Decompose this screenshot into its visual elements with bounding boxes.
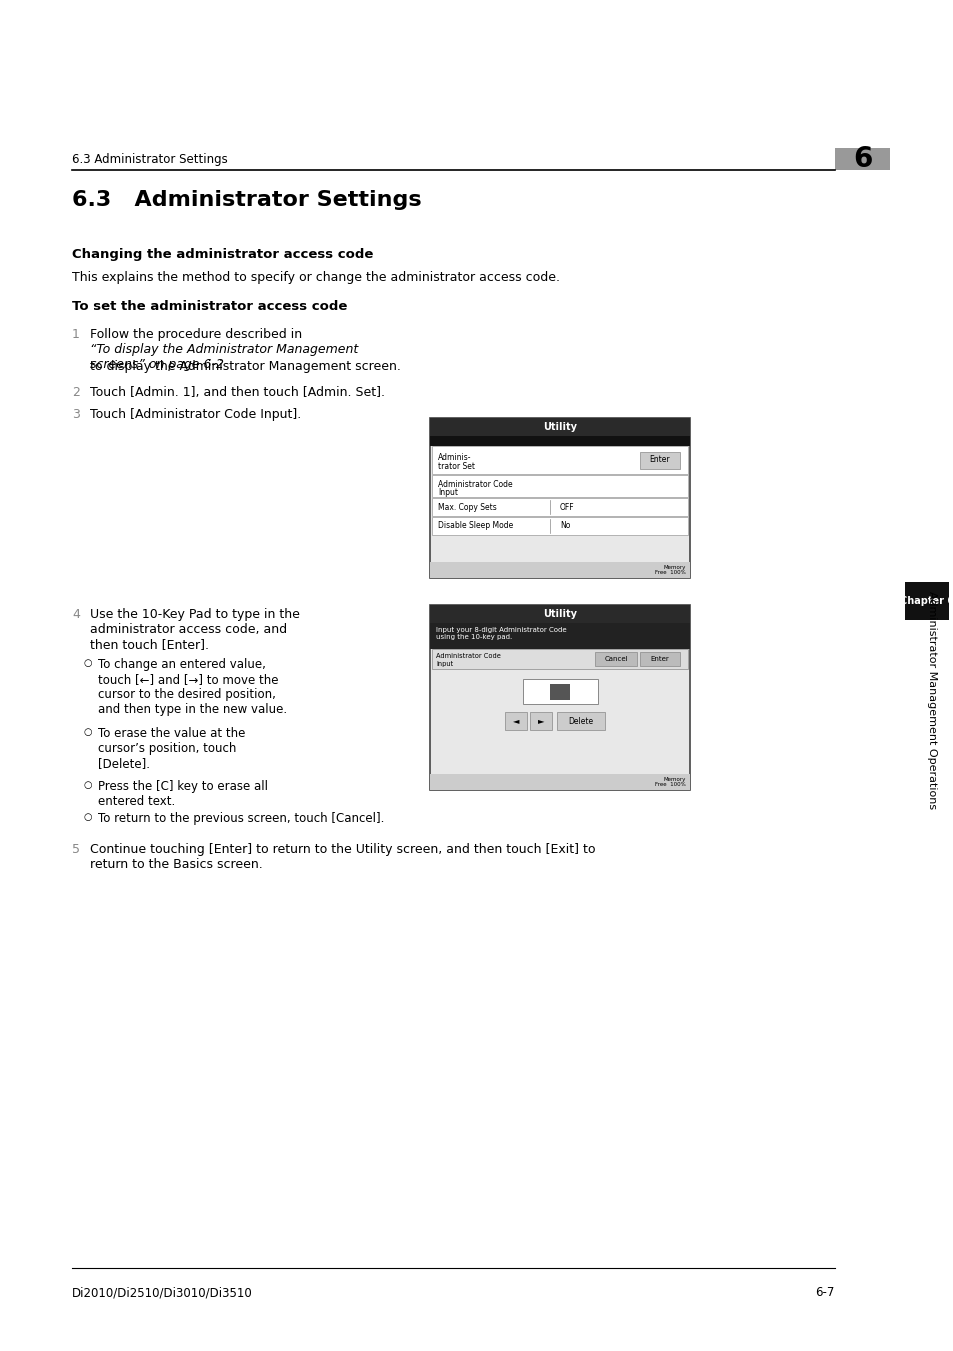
Text: No: No bbox=[559, 521, 570, 531]
Bar bbox=[522, 680, 598, 704]
Text: Administrator Management Operations: Administrator Management Operations bbox=[926, 590, 936, 809]
Text: Memory
Free  100%: Memory Free 100% bbox=[655, 777, 685, 788]
Bar bbox=[639, 653, 679, 666]
Text: Input your 8-digit Administrator Code
using the 10-key pad.: Input your 8-digit Administrator Code us… bbox=[436, 627, 566, 640]
Text: Use the 10-Key Pad to type in the
administrator access code, and
then touch [Ent: Use the 10-Key Pad to type in the admini… bbox=[90, 608, 299, 651]
Text: “To display the Administrator Management
screens” on page 6-2: “To display the Administrator Management… bbox=[90, 343, 358, 372]
Text: 3: 3 bbox=[71, 408, 80, 422]
Bar bbox=[430, 605, 689, 623]
Text: ○: ○ bbox=[84, 727, 92, 738]
Text: trator Set: trator Set bbox=[437, 462, 475, 471]
Text: Continue touching [Enter] to return to the Utility screen, and then touch [Exit]: Continue touching [Enter] to return to t… bbox=[90, 843, 595, 871]
Text: To return to the previous screen, touch [Cancel].: To return to the previous screen, touch … bbox=[98, 812, 384, 825]
Text: ►: ► bbox=[537, 716, 543, 725]
Text: Di2010/Di2510/Di3010/Di3510: Di2010/Di2510/Di3010/Di3510 bbox=[71, 1286, 253, 1300]
Bar bbox=[432, 446, 687, 474]
Bar bbox=[904, 582, 948, 620]
Text: 6-7: 6-7 bbox=[815, 1286, 834, 1300]
Text: Cancel: Cancel bbox=[603, 657, 627, 662]
Bar bbox=[430, 774, 689, 790]
Text: ○: ○ bbox=[84, 812, 92, 821]
Text: Touch [Admin. 1], and then touch [Admin. Set].: Touch [Admin. 1], and then touch [Admin.… bbox=[90, 386, 385, 399]
Text: 6.3   Administrator Settings: 6.3 Administrator Settings bbox=[71, 190, 421, 209]
Text: Chapter 6: Chapter 6 bbox=[899, 596, 953, 607]
Text: Utility: Utility bbox=[542, 609, 577, 619]
Text: Enter: Enter bbox=[649, 455, 670, 465]
Text: to display the Administrator Management screen.: to display the Administrator Management … bbox=[90, 359, 400, 373]
Bar bbox=[432, 476, 687, 497]
Text: 5: 5 bbox=[71, 843, 80, 857]
Bar bbox=[557, 712, 604, 730]
Text: To erase the value at the
cursor’s position, touch
[Delete].: To erase the value at the cursor’s posit… bbox=[98, 727, 245, 770]
Text: Administrator Code: Administrator Code bbox=[437, 480, 512, 489]
Bar bbox=[430, 417, 689, 578]
Bar bbox=[430, 605, 689, 790]
Text: 6.3 Administrator Settings: 6.3 Administrator Settings bbox=[71, 153, 228, 166]
Bar bbox=[430, 562, 689, 578]
Text: This explains the method to specify or change the administrator access code.: This explains the method to specify or c… bbox=[71, 272, 559, 284]
Text: 6: 6 bbox=[852, 145, 872, 173]
Text: Touch [Administrator Code Input].: Touch [Administrator Code Input]. bbox=[90, 408, 301, 422]
Bar bbox=[504, 712, 526, 730]
Text: Enter: Enter bbox=[650, 657, 669, 662]
Bar bbox=[834, 149, 889, 170]
Text: Input: Input bbox=[436, 661, 453, 667]
Text: To change an entered value,
touch [←] and [→] to move the
cursor to the desired : To change an entered value, touch [←] an… bbox=[98, 658, 287, 716]
Bar bbox=[430, 623, 689, 648]
Text: Administrator Code: Administrator Code bbox=[436, 653, 500, 659]
Bar bbox=[430, 417, 689, 436]
Text: 4: 4 bbox=[71, 608, 80, 621]
Text: Input: Input bbox=[437, 488, 457, 497]
Text: Disable Sleep Mode: Disable Sleep Mode bbox=[437, 521, 513, 531]
Text: Max. Copy Sets: Max. Copy Sets bbox=[437, 503, 497, 512]
Bar bbox=[430, 436, 689, 446]
Bar bbox=[432, 517, 687, 535]
Bar bbox=[432, 499, 687, 516]
Bar bbox=[639, 451, 679, 469]
Text: Delete: Delete bbox=[568, 716, 593, 725]
Text: Follow the procedure described in: Follow the procedure described in bbox=[90, 328, 306, 340]
Text: Adminis-: Adminis- bbox=[437, 453, 471, 462]
Text: Memory
Free  100%: Memory Free 100% bbox=[655, 565, 685, 576]
Text: 2: 2 bbox=[71, 386, 80, 399]
Bar bbox=[432, 648, 687, 669]
Text: OFF: OFF bbox=[559, 503, 574, 512]
Text: Changing the administrator access code: Changing the administrator access code bbox=[71, 249, 373, 261]
Bar bbox=[530, 712, 552, 730]
Text: ○: ○ bbox=[84, 780, 92, 790]
Text: 1: 1 bbox=[71, 328, 80, 340]
Text: Press the [C] key to erase all
entered text.: Press the [C] key to erase all entered t… bbox=[98, 780, 268, 808]
Bar bbox=[595, 653, 637, 666]
Text: ○: ○ bbox=[84, 658, 92, 667]
Text: To set the administrator access code: To set the administrator access code bbox=[71, 300, 347, 313]
Text: ◄: ◄ bbox=[512, 716, 518, 725]
Bar bbox=[550, 684, 569, 700]
Text: Utility: Utility bbox=[542, 422, 577, 432]
